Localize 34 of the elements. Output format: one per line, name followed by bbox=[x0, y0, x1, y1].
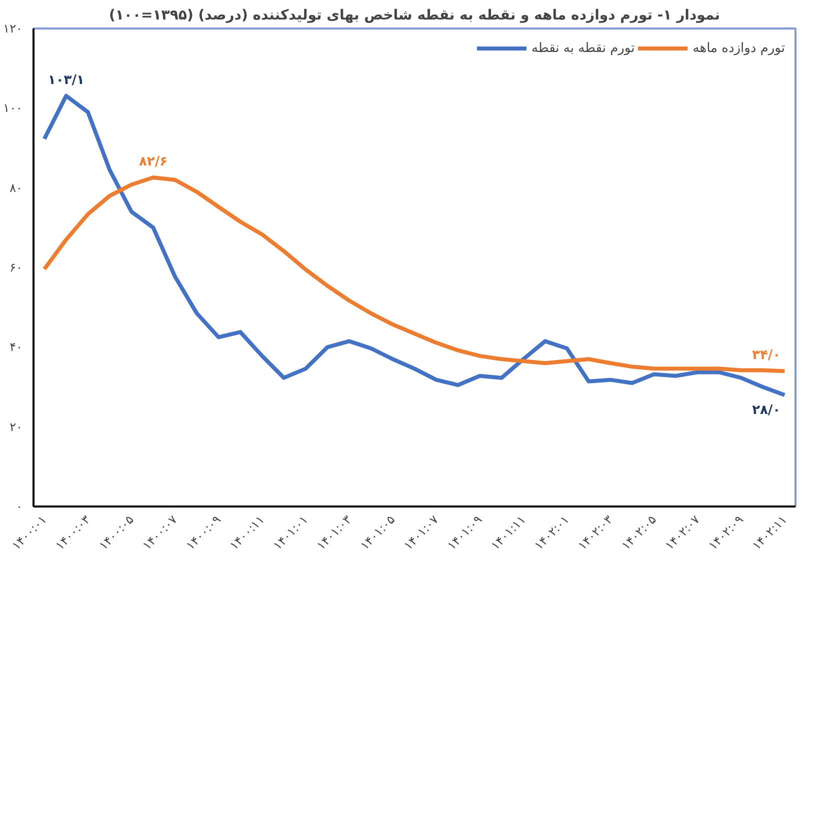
x-tick-label: ۱۴۰۰:۰۹ bbox=[183, 512, 224, 553]
y-tick-label: ۴۰ bbox=[10, 340, 22, 354]
data-label: ۸۲/۶ bbox=[138, 154, 168, 170]
line-series bbox=[42, 94, 787, 397]
legend-label: تورم دوازده ماهه bbox=[692, 40, 785, 56]
x-tick-label: ۱۴۰۰:۰۷ bbox=[140, 512, 180, 553]
y-tick-label: ۰ bbox=[16, 500, 23, 514]
x-tick-label: ۱۴۰۱:۰۷ bbox=[401, 512, 442, 553]
data-label: ۱۰۳/۱ bbox=[48, 72, 84, 88]
data-label: ۲۸/۰ bbox=[752, 402, 781, 418]
legend-label: تورم نقطه به نقطه bbox=[531, 40, 635, 56]
chart-title: نمودار ۱- تورم دوازده ماهه و نقطه به نقطه شاخص بهای تولیدکننده (درصد) (۱۳۹۵=۱۰۰) bbox=[108, 8, 720, 24]
x-tick-label: ۱۴۰۱:۰۹ bbox=[444, 512, 485, 553]
data-label: ۳۴/۰ bbox=[752, 348, 781, 364]
x-tick-label: ۱۴۰۰:۱۱ bbox=[226, 512, 268, 553]
x-tick-label: ۱۴۰۲:۰۹ bbox=[706, 512, 746, 553]
line-series bbox=[42, 175, 787, 374]
x-tick-label: ۱۴۰۰:۰۱ bbox=[9, 512, 50, 553]
y-tick-label: ۶۰ bbox=[10, 260, 22, 274]
x-tick-label: ۱۴۰۱:۰۵ bbox=[358, 512, 398, 553]
x-tick-label: ۱۴۰۰:۰۳ bbox=[52, 512, 94, 553]
x-tick-label: ۱۴۰۲:۰۳ bbox=[575, 512, 616, 553]
y-tick-label: ۸۰ bbox=[10, 180, 22, 195]
x-tick-label: ۱۴۰۲:۰۷ bbox=[662, 512, 703, 553]
x-tick-label: ۱۴۰۲:۱۱ bbox=[749, 512, 790, 553]
y-tick-label: ۲۰ bbox=[10, 420, 22, 434]
y-tick-label: ۱۰۰ bbox=[3, 101, 23, 116]
y-tick-label: ۱۲۰ bbox=[3, 22, 23, 36]
x-tick-label: ۱۴۰۱:۰۱ bbox=[270, 512, 311, 553]
x-tick-label: ۱۴۰۱:۱۱ bbox=[488, 512, 528, 553]
x-tick-label: ۱۴۰۱:۰۳ bbox=[314, 512, 355, 553]
x-tick-label: ۱۴۰۰:۰۵ bbox=[96, 512, 136, 553]
x-tick-label: ۱۴۰۲:۰۱ bbox=[532, 512, 572, 553]
x-tick-label: ۱۴۰۲:۰۵ bbox=[618, 512, 659, 553]
